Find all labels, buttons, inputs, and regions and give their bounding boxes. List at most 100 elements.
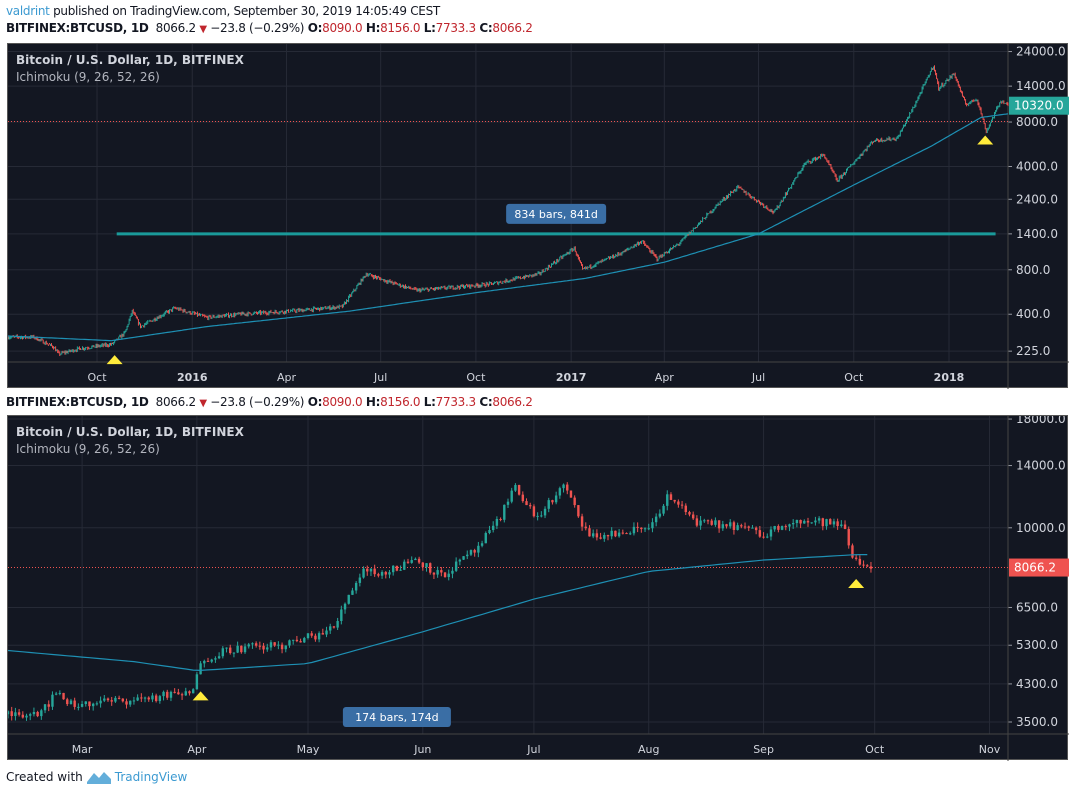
x-tick-label: 2017 — [556, 371, 587, 384]
candle-body — [566, 484, 569, 491]
candle-body — [443, 572, 447, 578]
candle-body — [225, 647, 228, 649]
candle-body — [647, 528, 650, 530]
symbol: BITFINEX:BTCUSD, 1D — [6, 21, 149, 35]
candle-body — [114, 697, 117, 702]
chart-svg-top[interactable]: 24000.0 14000.0 8000.0 4000.0 2400.0 1400.0 80… — [8, 44, 1069, 389]
indicator-label[interactable]: Ichimoku (9, 26, 52, 26) — [16, 442, 160, 456]
candle-body — [717, 520, 721, 529]
chart-panel-top[interactable]: 24000.0 14000.0 8000.0 4000.0 2400.0 1400.0 80… — [7, 43, 1069, 389]
candle-body — [773, 525, 776, 530]
candle-body — [840, 524, 843, 527]
price-label: 10320.0 — [1014, 99, 1064, 113]
triangle-marker-icon — [106, 355, 123, 365]
candle-body — [484, 533, 487, 544]
candle-body — [536, 515, 539, 517]
candle-body — [251, 643, 254, 645]
candle-body — [243, 646, 247, 653]
candle-body — [110, 700, 113, 702]
candle-body — [691, 514, 695, 519]
candle-body — [36, 711, 39, 717]
candle-body — [184, 691, 187, 696]
candle-body — [636, 526, 639, 528]
close-value: 8066.2 — [492, 21, 533, 35]
candle-body — [254, 643, 258, 646]
publish-text: published on TradingView.com, September … — [53, 4, 440, 18]
candle-body — [17, 712, 21, 715]
chart-svg-bottom[interactable]: 18000.0 14000.0 10000.0 6500.0 5300.0 4300.0 3… — [8, 416, 1069, 761]
price-label-box — [1009, 96, 1069, 115]
x-tick-label: Jun — [413, 743, 431, 756]
candle-body — [284, 645, 287, 650]
candle-body — [862, 564, 865, 566]
close-label: C: — [479, 21, 493, 35]
candle-body — [743, 526, 747, 528]
x-tick-label: 2016 — [177, 371, 208, 384]
candle-body — [695, 518, 699, 526]
candle-body — [317, 633, 321, 640]
tradingview-logo-icon — [86, 772, 111, 784]
y-tick-label: 24000.0 — [1016, 45, 1066, 59]
candle-body — [406, 561, 410, 563]
candle-body — [795, 519, 799, 524]
candle-body — [806, 520, 810, 523]
candle-body — [591, 533, 595, 537]
author-link[interactable]: valdrint — [6, 4, 50, 18]
high-value: 8156.0 — [380, 21, 421, 35]
candle-body — [858, 558, 862, 565]
candle-body — [599, 537, 602, 539]
candle-body — [477, 545, 480, 553]
candle-body — [491, 525, 495, 530]
y-tick-label: 14000.0 — [1016, 79, 1066, 93]
range-label: 174 bars, 174d — [355, 711, 438, 724]
publish-info: valdrint published on TradingView.com, S… — [6, 4, 440, 18]
x-tick-label: Apr — [655, 371, 675, 384]
x-tick-label: 2018 — [934, 371, 965, 384]
chart-title: Bitcoin / U.S. Dollar, 1D, BITFINEX — [16, 425, 244, 439]
candle-body — [303, 638, 306, 643]
candle-body — [803, 520, 806, 524]
candle-body — [377, 574, 380, 576]
indicator-label[interactable]: Ichimoku (9, 26, 52, 26) — [16, 70, 160, 84]
candle-body — [229, 647, 232, 654]
candle-body — [421, 562, 425, 568]
chart-panel-bottom[interactable]: 18000.0 14000.0 10000.0 6500.0 5300.0 4300.0 3… — [7, 415, 1069, 761]
candle-body — [854, 557, 858, 559]
candle-body — [799, 519, 802, 524]
low-label: L: — [423, 21, 436, 35]
tradingview-link[interactable]: TradingView — [114, 770, 188, 784]
candle-body — [140, 697, 143, 699]
candle-body — [51, 694, 54, 707]
range-label-box — [342, 707, 451, 727]
candle-body — [525, 501, 528, 506]
candle-body — [547, 500, 550, 509]
candle-body — [680, 504, 684, 506]
candle-body — [232, 652, 236, 654]
candle-body — [662, 505, 665, 514]
candle-body — [621, 532, 625, 534]
candle-body — [195, 674, 199, 690]
candle-body — [69, 700, 73, 705]
candle-body — [580, 516, 584, 527]
range-label: 834 bars, 841d — [514, 208, 597, 221]
candle-body — [336, 621, 339, 628]
candle-body — [162, 691, 165, 697]
x-tick-label: Oct — [844, 371, 864, 384]
candle-body — [466, 554, 469, 557]
candle-body — [762, 536, 765, 538]
high-value: 8156.0 — [380, 395, 421, 409]
candle-body — [558, 488, 562, 496]
candle-body — [362, 568, 365, 578]
candle-body — [473, 550, 476, 553]
candle-body — [169, 691, 173, 698]
candle-body — [836, 521, 839, 527]
candle-body — [136, 697, 139, 701]
candle-body — [173, 691, 176, 693]
price-label: 8066.2 — [1014, 561, 1056, 575]
candle-body — [32, 711, 36, 715]
x-tick-label: Jul — [373, 371, 387, 384]
candle-body — [199, 663, 202, 675]
candle-body — [58, 692, 62, 694]
y-tick-label: 8000.0 — [1016, 115, 1058, 129]
candle-body — [825, 519, 828, 527]
